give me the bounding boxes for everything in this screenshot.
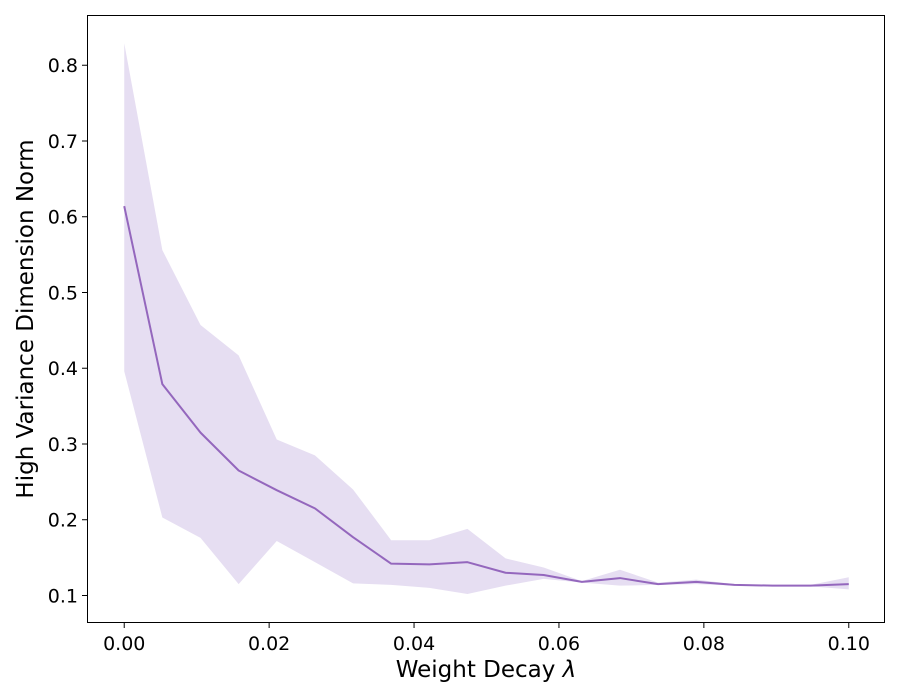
confidence-band <box>124 43 849 594</box>
x-tick-label: 0.08 <box>683 633 725 655</box>
x-tick-label: 0.00 <box>103 633 145 655</box>
plot-frame <box>87 15 885 623</box>
y-axis-ticks: 0.1 0.2 0.3 0.4 0.5 0.6 0.7 0.8 <box>48 55 88 607</box>
y-tick-label: 0.3 <box>48 434 78 456</box>
y-tick-label: 0.7 <box>48 131 78 153</box>
y-axis-label: High Variance Dimension Norm <box>13 139 39 498</box>
x-axis-ticks: 0.00 0.02 0.04 0.06 0.08 0.10 <box>103 622 870 655</box>
x-axis-label-symbol: λ <box>561 657 577 683</box>
y-tick-label: 0.2 <box>48 510 78 532</box>
y-tick-label: 0.6 <box>48 207 78 229</box>
x-tick-label: 0.04 <box>393 633 435 655</box>
x-tick-label: 0.02 <box>248 633 290 655</box>
confidence-band-layer <box>124 43 849 594</box>
y-tick-label: 0.8 <box>48 55 78 77</box>
x-axis-label-text: Weight Decay <box>396 657 563 683</box>
y-tick-label: 0.1 <box>48 585 78 607</box>
y-tick-label: 0.5 <box>48 282 78 304</box>
series-line <box>123 205 849 587</box>
x-tick-label: 0.10 <box>828 633 870 655</box>
x-tick-label: 0.06 <box>538 633 580 655</box>
series-line-layer <box>123 205 849 587</box>
y-tick-label: 0.4 <box>48 358 78 380</box>
x-axis-label: Weight Decay λ <box>396 657 577 683</box>
